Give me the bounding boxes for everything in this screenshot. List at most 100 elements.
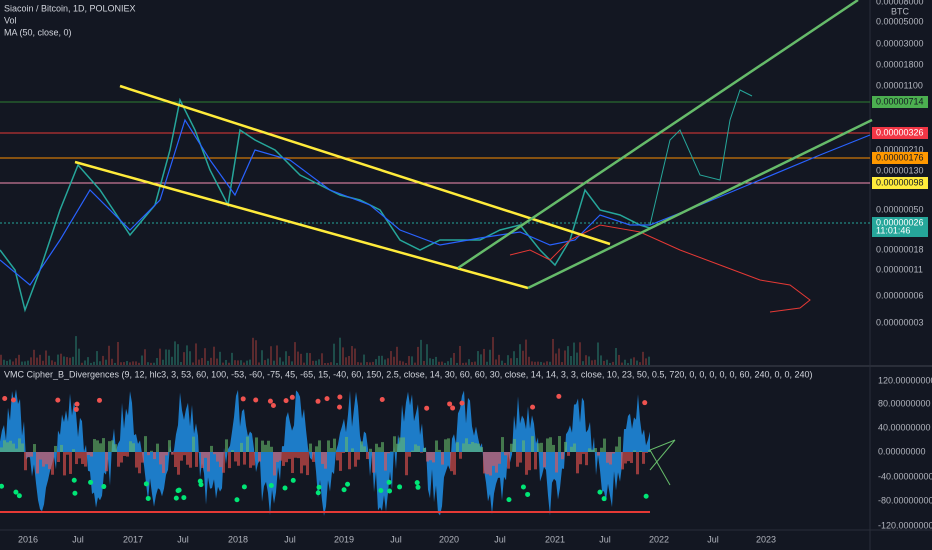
volume-bar [399, 360, 401, 365]
money-flow [12, 443, 15, 452]
time-axis-label: 2019 [334, 534, 354, 544]
volume-bar [630, 358, 632, 365]
volume-bar [84, 360, 86, 365]
money-flow [456, 442, 459, 452]
money-flow [450, 452, 453, 472]
volume-bar [429, 358, 431, 365]
volume-bar [9, 359, 11, 365]
volume-bar [72, 356, 74, 365]
money-flow [201, 452, 204, 468]
money-flow [45, 452, 48, 465]
price-axis-label: 0.00001100 [876, 80, 923, 90]
volume-bar [264, 360, 266, 365]
money-flow [66, 452, 69, 455]
money-flow [276, 452, 279, 463]
volume-bar [381, 355, 383, 365]
money-flow [333, 438, 336, 452]
money-flow [285, 452, 288, 463]
money-flow [642, 452, 645, 464]
price-axis-label: 0.00001800 [876, 59, 924, 69]
volume-bar [36, 357, 38, 365]
volume-bar [195, 343, 197, 365]
money-flow [378, 447, 381, 452]
volume-bar [540, 361, 542, 365]
volume-bar [219, 351, 221, 365]
volume-bar [90, 362, 92, 365]
price-badge [872, 177, 928, 189]
volume-bar [474, 361, 476, 365]
volume-bar [156, 358, 158, 365]
money-flow [228, 452, 231, 469]
volume-bar [210, 357, 212, 365]
price-axis-label: 0.00000210 [876, 144, 924, 154]
volume-bar [504, 362, 506, 365]
volume-bar [24, 361, 26, 365]
money-flow [6, 442, 9, 452]
volume-bar [180, 362, 182, 365]
volume-bar [648, 356, 650, 365]
signal-dot [337, 404, 343, 410]
volume-bar [207, 360, 209, 365]
money-flow [177, 452, 180, 475]
money-flow [48, 452, 51, 470]
time-axis-label: 2023 [756, 534, 776, 544]
money-flow [33, 444, 36, 452]
volume-bar [441, 361, 443, 365]
volume-bar [390, 351, 392, 365]
signal-dot [525, 491, 531, 497]
volume-bar [120, 362, 122, 365]
volume-bar [75, 336, 77, 365]
time-axis-label: Jul [72, 534, 84, 544]
money-flow [312, 452, 315, 462]
money-flow [618, 436, 621, 452]
money-flow [621, 452, 624, 470]
volume-bar [495, 359, 497, 365]
signal-dot [556, 393, 562, 399]
money-flow [252, 452, 255, 466]
volume-bar [222, 362, 224, 365]
volume-bar [126, 360, 128, 365]
money-flow [144, 436, 147, 452]
money-flow [498, 452, 501, 464]
volume-bar [267, 358, 269, 365]
volume-bar [579, 342, 581, 365]
volume-bar [417, 346, 419, 365]
signal-dot [315, 490, 321, 496]
volume-bar [177, 344, 179, 365]
volume-bar [384, 359, 386, 365]
time-axis-label: Jul [284, 534, 296, 544]
volume-bar [435, 356, 437, 365]
volume-bar [408, 356, 410, 365]
volume-bar [282, 361, 284, 365]
money-flow [324, 452, 327, 469]
volume-bar [204, 348, 206, 365]
money-flow [414, 444, 417, 452]
volume-bar [216, 358, 218, 365]
volume-bar [51, 360, 53, 365]
volume-bar [360, 362, 362, 365]
money-flow [288, 452, 291, 459]
price-badge-label: 0.00000098 [876, 177, 924, 187]
volume-bar [30, 357, 32, 365]
money-flow [174, 452, 177, 467]
signal-dot [506, 497, 512, 503]
signal-dot [268, 483, 274, 489]
time-axis-label: 2017 [123, 534, 143, 544]
signal-dot [181, 495, 187, 501]
price-badge-label: 0.00000026 [876, 217, 924, 227]
volume [0, 336, 650, 365]
money-flow [297, 452, 300, 459]
money-flow [594, 448, 597, 452]
money-flow [246, 436, 249, 452]
money-flow [291, 452, 294, 474]
money-flow [327, 440, 330, 452]
volume-bar [111, 358, 113, 365]
projection-down [509, 224, 811, 313]
volume-bar [234, 360, 236, 365]
volume-bar [189, 351, 191, 365]
volume-bar [471, 362, 473, 365]
money-flow [393, 436, 396, 452]
volume-bar [588, 356, 590, 365]
signal-dot [459, 400, 465, 406]
volume-bar [546, 361, 548, 365]
